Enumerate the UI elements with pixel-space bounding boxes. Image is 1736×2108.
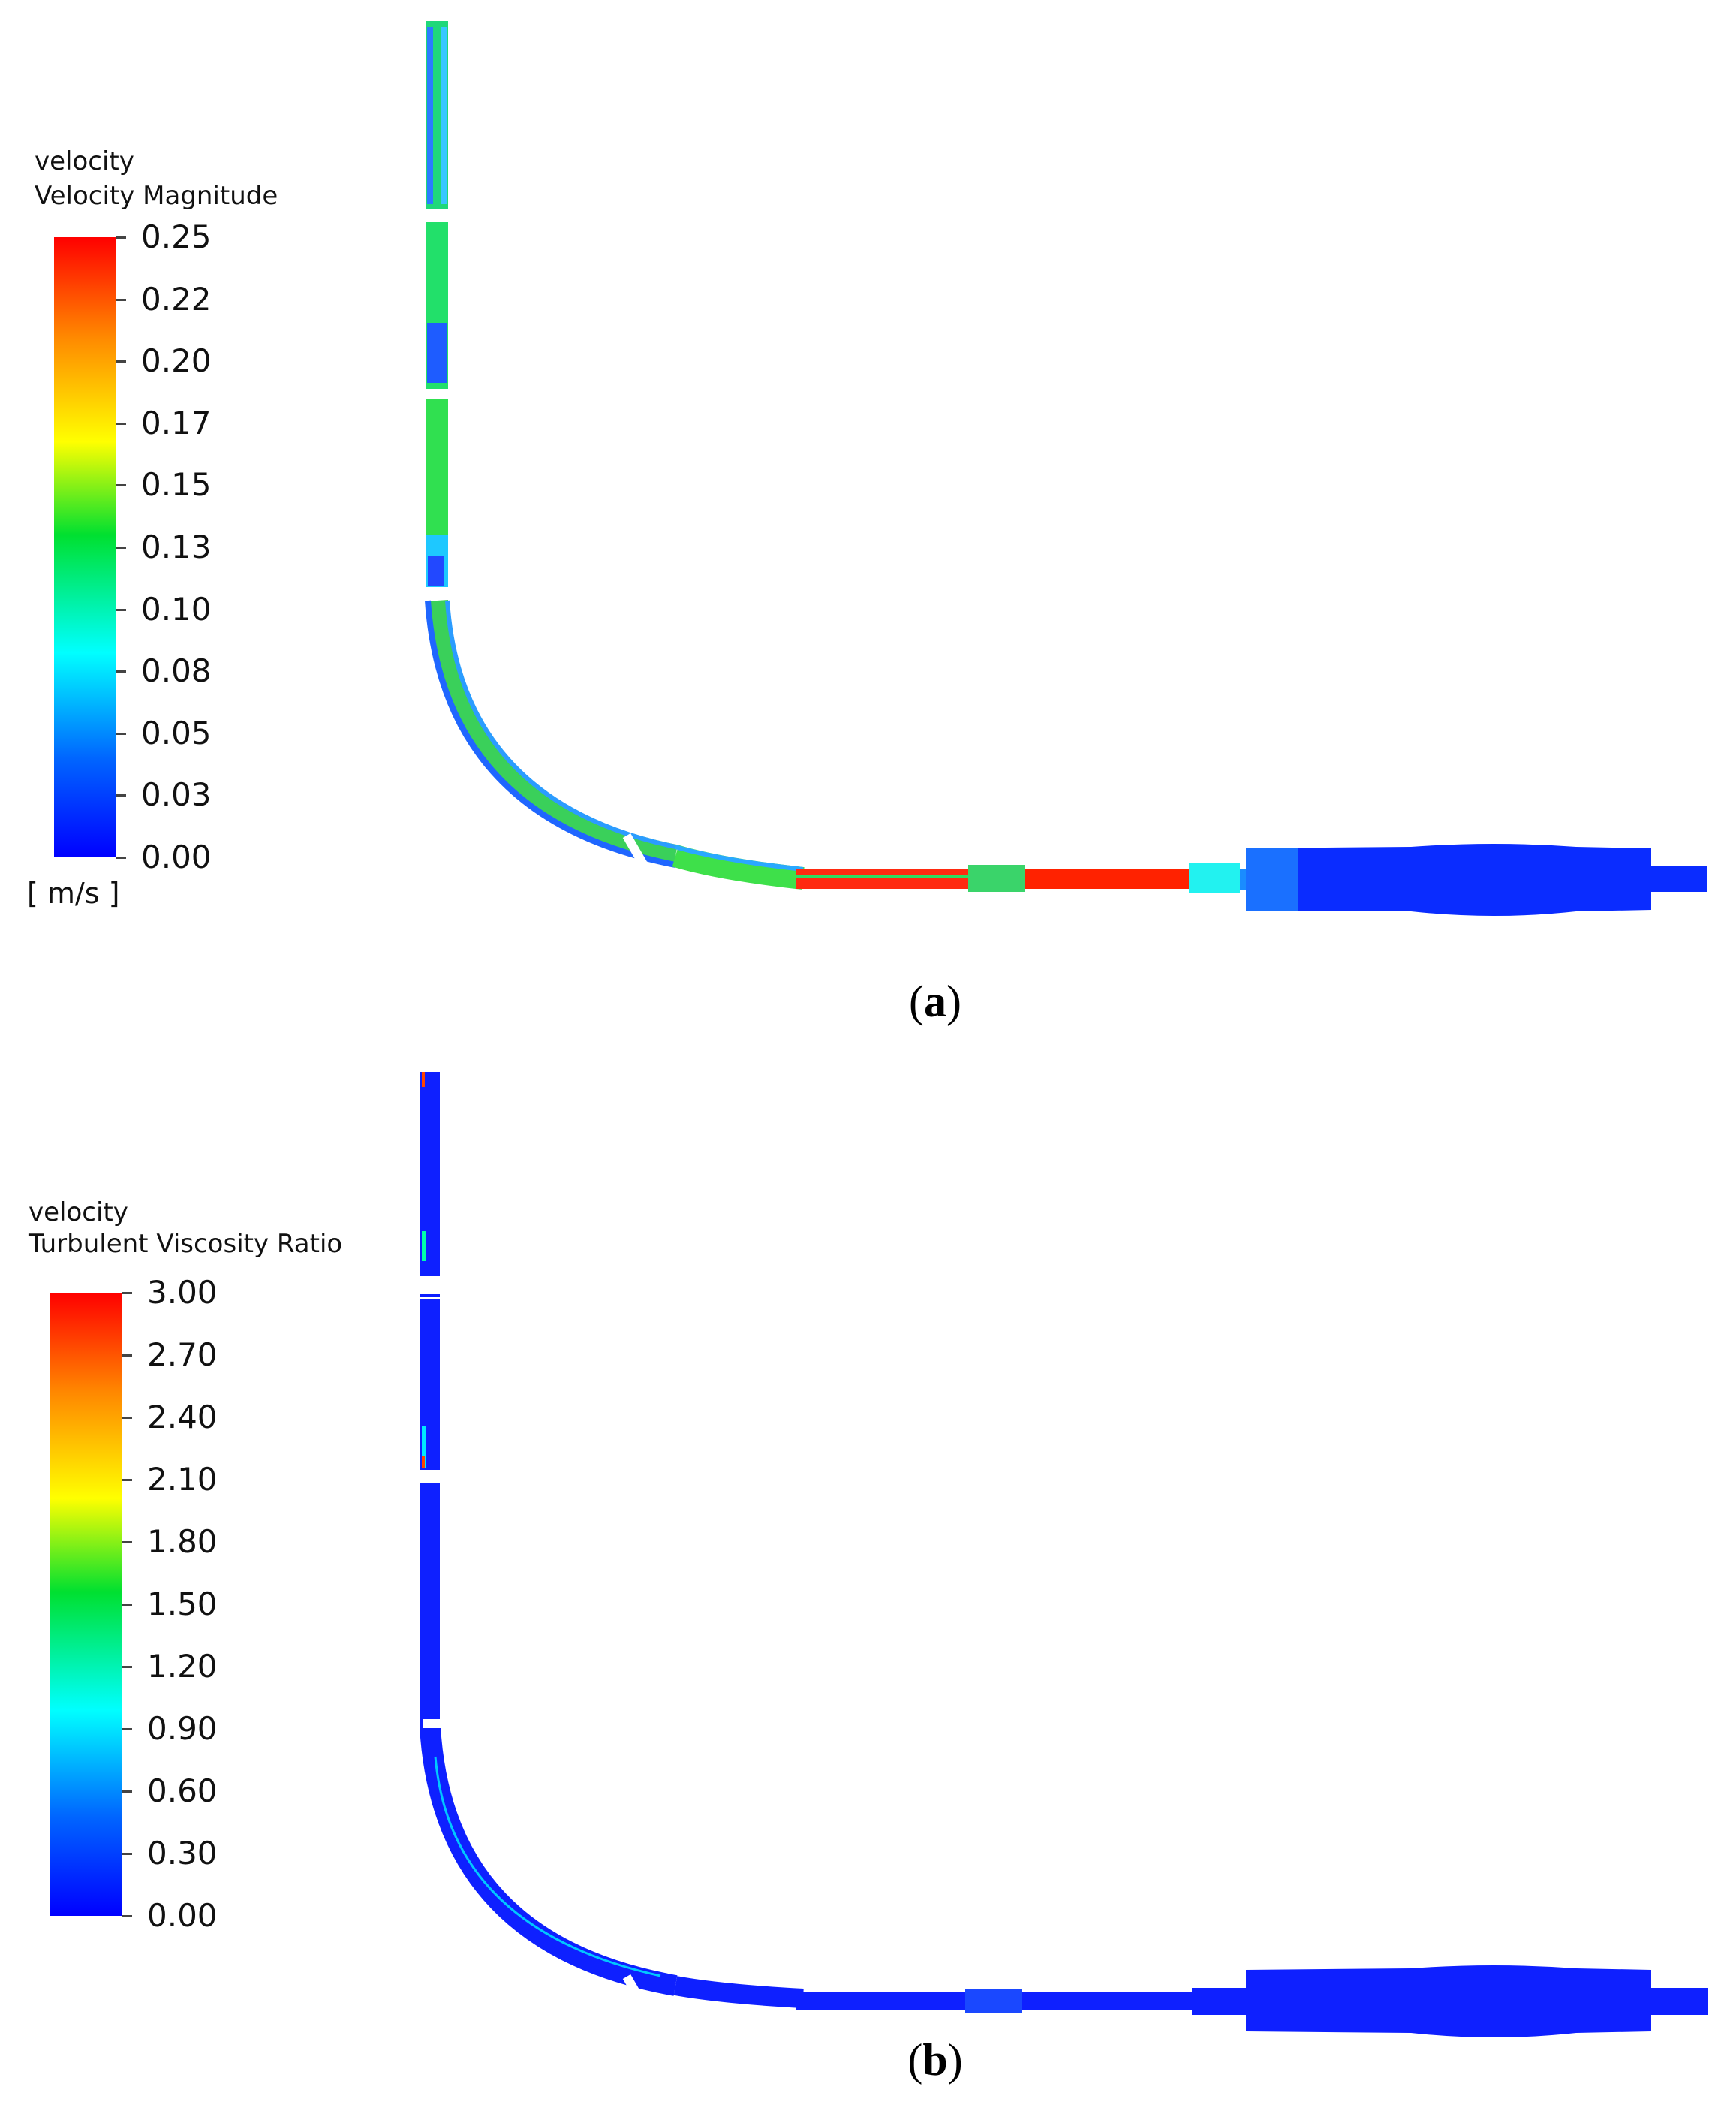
colorbar-tick-label: 1.20 [147,1648,218,1685]
outlet-chamber [1246,844,1707,916]
colorbar-tick-label: 0.60 [147,1772,218,1809]
colorbar-tick-label: 2.40 [147,1399,218,1435]
colorbar-tick-mark [122,1728,132,1730]
straight-pipe [796,863,1255,893]
colorbar-tick-label: 0.15 [141,466,212,504]
colorbar-tick-mark [116,484,126,487]
colorbar-tick-label: 0.00 [147,1897,218,1934]
outlet-chamber [1246,1965,1708,2037]
colorbar-tick-label: 0.13 [141,529,212,565]
panel-a: velocity Velocity Magnitude 0.25 0.22 0.20… [0,0,1736,1051]
legend-variable: velocity [29,1197,128,1227]
colorbar-tick-mark [116,236,126,239]
colorbar-tick-label: 1.80 [147,1523,218,1560]
colorbar-tick-mark [122,1790,132,1793]
colorbar-tick-label: 0.17 [141,404,212,441]
colorbar-tick-label: 0.10 [141,590,212,628]
colorbar-tick-mark [116,794,126,797]
bend-gaps [423,1719,648,2008]
colorbar-tick-mark [116,732,126,735]
colorbar-tick-mark [116,298,126,301]
colorbar-tick-mark [122,1915,132,1917]
colorbar-tick-mark [116,857,126,859]
colorbar-tick-mark [122,1417,132,1419]
colorbar-tick-label: 0.05 [141,714,212,751]
straight-pipe [796,1988,1246,2015]
caption-b: (b) [907,2035,963,2085]
colorbar-tick-mark [122,1853,132,1855]
colorbar-tick-mark [116,422,126,425]
colorbar-tick-label: 0.22 [141,280,212,318]
colorbar-tick-label: 0.08 [141,652,212,690]
vertical-pipe [426,21,448,587]
legend-variable: velocity [35,146,134,176]
viscosity-contour-geometry [420,1072,1708,2037]
colorbar-tick-mark [122,1292,132,1294]
velocity-contour-geometry [425,21,1707,916]
pipe-bend [420,1726,804,2008]
colorbar [54,237,116,857]
colorbar-tick-label: 0.20 [141,342,212,380]
colorbar-tick-mark [116,670,126,673]
colorbar-tick-mark [122,1666,132,1668]
colorbar-tick-label: 2.10 [147,1461,218,1498]
colorbar-tick-mark [116,608,126,611]
colorbar-tick-label: 0.90 [147,1710,218,1747]
colorbar-tick-label: 0.03 [141,776,212,814]
bend-gaps [428,587,648,867]
vertical-pipe [420,1072,440,1730]
colorbar-tick-mark [122,1354,132,1357]
colorbar-tick-mark [122,1604,132,1606]
colorbar-tick-mark [122,1541,132,1543]
colorbar-tick-label: 0.30 [147,1835,218,1872]
unit-label: [ m/s ] [27,877,120,910]
colorbar-tick-label: 0.25 [141,218,212,255]
pipe-bend [425,600,805,890]
colorbar-tick-mark [116,547,126,549]
legend-title: Turbulent Viscosity Ratio [29,1229,343,1259]
caption-a: (a) [909,977,961,1026]
colorbar-tick-mark [122,1479,132,1481]
colorbar-tick-mark [116,360,126,363]
colorbar-tick-label: 1.50 [147,1586,218,1622]
colorbar-tick-label: 3.00 [147,1274,218,1311]
colorbar-tick-label: 0.00 [141,839,212,875]
legend-title: Velocity Magnitude [35,181,278,211]
colorbar-tick-label: 2.70 [147,1336,218,1373]
panel-b: velocity Turbulent Viscosity Ratio 3.00 2… [0,1051,1736,2108]
colorbar [50,1293,122,1916]
